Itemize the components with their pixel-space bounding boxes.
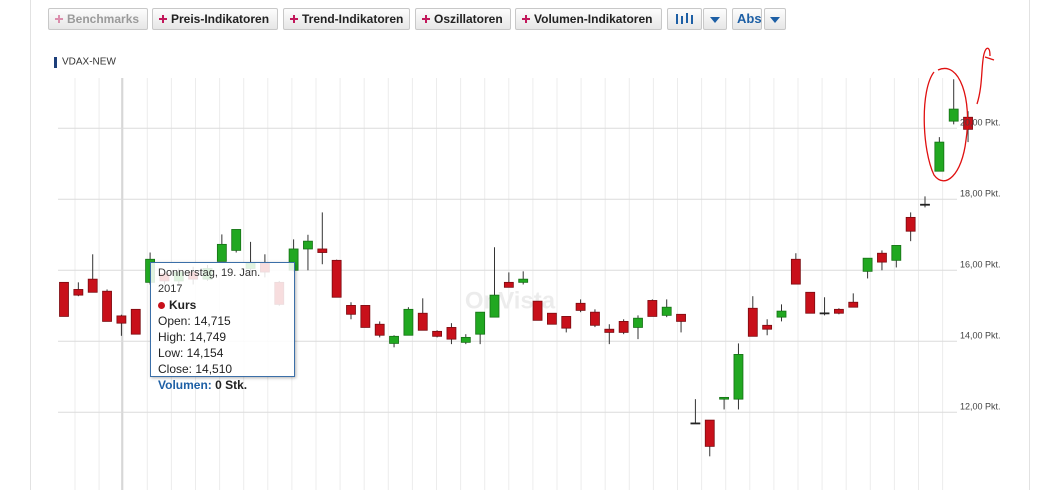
candle-body [862,257,873,272]
dropdown-arrow[interactable] [764,8,786,30]
candle-body [690,422,701,425]
tooltip-row: Open: 14,715 [158,314,231,328]
candle-body [331,259,342,298]
candle-body [805,291,816,314]
candle-body [905,216,916,232]
candle-body [518,278,529,283]
candle-body [819,312,830,315]
candle-body [432,330,443,337]
candle-body [790,258,801,285]
candle-body [73,289,84,296]
chart-type-button[interactable] [667,8,702,30]
candle-body [661,306,672,316]
candle-body [303,240,313,250]
button[interactable]: Preis-Indikatoren [152,8,278,30]
candle-body [460,336,471,343]
candle-body [503,281,514,288]
candle-body [676,313,686,322]
candle-body [719,396,729,400]
candle-body [647,300,658,317]
candle-body [733,354,744,400]
candle-body [834,308,844,314]
annotation-ellipse [923,67,969,182]
candle-body [532,300,543,321]
tooltip-series: Kurs [169,298,197,312]
candle-body [130,308,141,335]
candle-body [747,307,758,337]
candle-body [575,302,586,311]
candle-body [346,305,356,315]
tooltip-row: High: 14,749 [158,330,227,344]
button[interactable]: Volumen-Indikatoren [515,8,662,30]
candle-body [934,141,945,172]
y-tick-label: 14,00 Pkt. [960,331,1001,341]
tooltip-row: Low: 14,154 [158,346,224,360]
candle-body [116,315,127,324]
candle-body [389,335,399,344]
y-tick-label: 20,00 Pkt. [960,118,1001,128]
tooltip-volume-label: Volumen: [158,378,212,392]
candle-body [877,252,887,263]
candle-body [374,323,385,336]
candle-body [618,321,629,333]
candle-body [604,328,615,333]
series-label: VDAX-NEW [62,57,116,68]
button[interactable]: Trend-Indikatoren [283,8,410,30]
dropdown-arrow[interactable] [703,8,727,30]
candle-body [891,245,902,261]
candle-icon [676,13,693,24]
button-label: Benchmarks [67,12,140,26]
annotation-arrow [976,47,995,105]
candle-body [360,305,371,328]
candle-body [216,243,227,262]
candle-body [948,108,959,122]
candle-body [231,229,242,251]
candle-body [762,324,773,330]
button-label: Trend-Indikatoren [302,12,404,26]
candle-body [87,278,98,293]
tooltip-date: Donnerstag, 19. Jan. 2017 [158,267,261,295]
candle-body [489,294,500,318]
candle-body [561,316,572,329]
tooltip-row: Close: 14,510 [158,362,233,376]
series-marker [54,57,57,68]
scale-select[interactable]: Abs [732,8,762,30]
candle-body [102,290,112,322]
candle-body [417,312,428,331]
candle-body [403,308,414,336]
candle-body [590,311,600,326]
y-tick-label: 12,00 Pkt. [960,402,1001,412]
candle-body [704,419,715,447]
candle-body [446,327,457,340]
candle-body [848,301,859,308]
candle-body [547,312,557,325]
button-label: Preis-Indikatoren [171,12,270,26]
candle-body [475,311,486,335]
tooltip: Donnerstag, 19. Jan. 2017 Kurs Open: 14,… [150,262,295,392]
candle-body [633,317,643,328]
tooltip-volume-value: 0 Stk. [215,378,248,392]
candle-body [59,281,69,317]
button-label: Volumen-Indikatoren [534,12,653,26]
button[interactable]: Benchmarks [48,8,148,30]
scale-label: Abs [737,11,762,26]
candle-body [317,248,328,253]
y-tick-label: 16,00 Pkt. [960,260,1001,270]
button-label: Oszillatoren [434,12,503,26]
y-tick-label: 18,00 Pkt. [960,189,1001,199]
chart-frame [30,0,1030,490]
candle-body [920,203,930,206]
candle-body [776,310,787,318]
button[interactable]: Oszillatoren [415,8,511,30]
